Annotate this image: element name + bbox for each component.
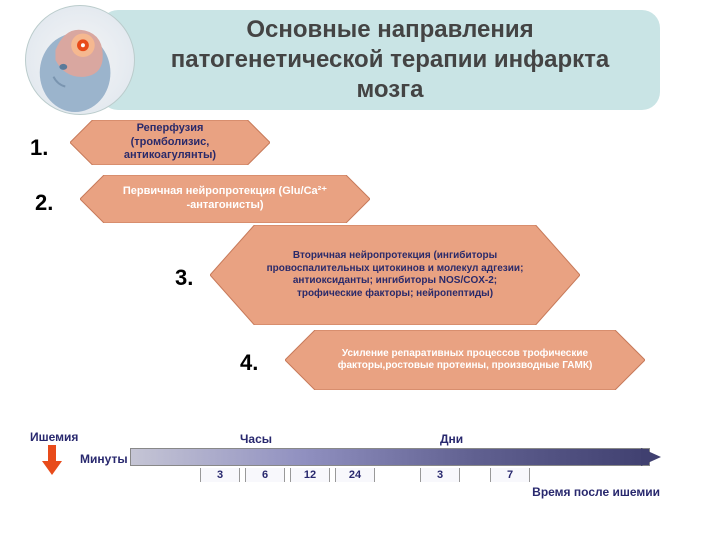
timeline-tick-0: 3: [200, 468, 240, 482]
slide-title: Основные направления патогенетической те…: [140, 15, 640, 105]
head-icon: [26, 6, 134, 114]
days-label: Дни: [440, 432, 463, 446]
item-number-2: 2.: [35, 190, 53, 216]
timeline: Ишемия Минуты Часы Дни 36122437 Время по…: [30, 430, 670, 510]
ischemia-label: Ишемия: [30, 430, 78, 444]
minutes-label: Минуты: [80, 452, 128, 466]
timeline-tick-5: 7: [490, 468, 530, 482]
brain-illustration: [25, 5, 135, 115]
therapy-text-2: Первичная нейропротекция (Glu/Ca²⁺ -анта…: [80, 182, 370, 216]
therapy-text-4: Усиление репаративных процессов трофичес…: [285, 345, 645, 376]
timeline-bar: [130, 448, 650, 466]
bar-arrow-icon: [641, 448, 661, 466]
slide-container: Основные направления патогенетической те…: [0, 0, 720, 540]
timeline-tick-4: 3: [420, 468, 460, 482]
therapy-lozenge-1: Реперфузия (тромболизис, антикоагулянты): [70, 120, 270, 165]
arrow-down-icon: [42, 445, 62, 475]
therapy-text-3: Вторичная нейропротекция (ингибиторы про…: [210, 247, 580, 303]
time-after-label: Время после ишемии: [532, 485, 660, 499]
hours-label: Часы: [240, 432, 272, 446]
therapy-lozenge-4: Усиление репаративных процессов трофичес…: [285, 330, 645, 390]
timeline-tick-1: 6: [245, 468, 285, 482]
therapy-text-1: Реперфузия (тромболизис, антикоагулянты): [70, 119, 270, 166]
item-number-4: 4.: [240, 350, 258, 376]
item-number-3: 3.: [175, 265, 193, 291]
therapy-lozenge-3: Вторичная нейропротекция (ингибиторы про…: [210, 225, 580, 325]
timeline-tick-2: 12: [290, 468, 330, 482]
item-number-1: 1.: [30, 135, 48, 161]
therapy-lozenge-2: Первичная нейропротекция (Glu/Ca²⁺ -анта…: [80, 175, 370, 223]
timeline-tick-3: 24: [335, 468, 375, 482]
